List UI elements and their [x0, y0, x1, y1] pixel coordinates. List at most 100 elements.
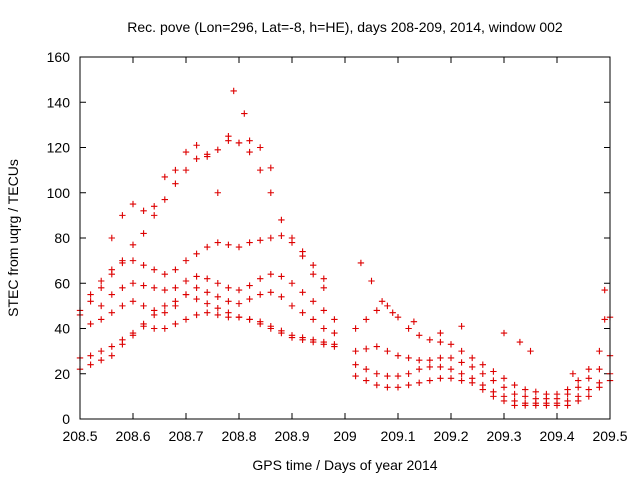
data-point [241, 110, 248, 117]
data-point [98, 284, 105, 291]
data-point [320, 307, 327, 314]
data-point [426, 363, 433, 371]
data-point [129, 332, 137, 339]
data-point [246, 148, 253, 156]
data-point [585, 366, 592, 373]
data-point [511, 381, 518, 389]
data-point [500, 375, 508, 382]
series-arc-late4 [352, 372, 614, 409]
data-point [405, 381, 412, 389]
data-point [585, 375, 592, 382]
data-point [204, 289, 211, 296]
data-point [596, 384, 603, 391]
data-point [129, 280, 137, 287]
series-arc-low [76, 309, 338, 362]
data-point [299, 289, 306, 296]
data-point [87, 361, 94, 368]
data-point [352, 325, 359, 332]
data-point [522, 386, 529, 393]
data-point [532, 402, 539, 409]
series-arc-high [76, 137, 327, 319]
data-point [172, 320, 179, 328]
data-point [373, 307, 380, 314]
data-point [225, 309, 232, 316]
data-point [437, 363, 444, 371]
data-point [225, 132, 232, 140]
data-point [458, 377, 465, 384]
data-point [257, 144, 264, 151]
data-point [363, 345, 370, 353]
data-point [479, 361, 486, 368]
data-point [140, 302, 147, 310]
data-point [182, 277, 190, 285]
data-point [140, 261, 147, 269]
data-point [500, 397, 508, 405]
data-point [469, 354, 476, 362]
data-point [98, 347, 105, 355]
data-point [288, 332, 296, 339]
data-point [447, 354, 455, 362]
data-point [416, 379, 423, 386]
data-point [585, 393, 592, 400]
data-point [151, 203, 158, 210]
data-point [246, 239, 253, 246]
data-point [182, 316, 190, 323]
data-point [204, 243, 211, 251]
data-point [129, 200, 137, 208]
data-point [257, 166, 264, 174]
series-arc-late2 [352, 343, 614, 402]
data-point [129, 241, 137, 248]
x-tick-label: 208.6 [115, 428, 150, 444]
data-point [140, 282, 147, 289]
data-point [320, 284, 327, 291]
data-point [182, 148, 190, 156]
data-point [490, 393, 497, 400]
data-point [458, 370, 465, 377]
data-point [458, 347, 465, 355]
data-point [172, 298, 179, 305]
data-point [394, 372, 402, 380]
y-tick-label: 60 [54, 275, 70, 291]
data-point [564, 402, 571, 409]
data-point [331, 329, 338, 337]
data-point [204, 153, 211, 160]
data-point [373, 381, 380, 389]
data-point [204, 309, 211, 316]
x-tick-label: 208.7 [168, 428, 203, 444]
y-tick-label: 140 [47, 94, 71, 110]
data-point [575, 397, 582, 405]
data-point [119, 302, 126, 310]
data-point [352, 372, 359, 380]
data-point [267, 323, 274, 330]
data-point [108, 343, 115, 350]
data-point [320, 341, 327, 348]
x-tick-label: 209 [333, 428, 357, 444]
data-point [193, 142, 200, 149]
data-point [108, 309, 115, 316]
plot-frame [79, 56, 611, 420]
data-point [490, 377, 497, 384]
data-point [172, 284, 179, 291]
data-point [601, 286, 608, 294]
data-point [288, 239, 296, 246]
data-point [246, 137, 253, 144]
data-point [490, 368, 497, 375]
data-point [235, 286, 243, 294]
data-point [373, 343, 380, 350]
data-point [257, 318, 264, 325]
data-point [522, 402, 529, 409]
data-point [87, 291, 94, 298]
series-arc-lowest [76, 291, 338, 373]
data-point [225, 298, 232, 305]
x-axis-label: GPS time / Days of year 2014 [252, 457, 437, 473]
data-point [119, 341, 126, 348]
data-point [511, 402, 518, 409]
data-point [405, 354, 412, 362]
data-point [394, 352, 402, 359]
data-point [384, 372, 391, 380]
data-point [140, 320, 147, 328]
data-point [182, 257, 190, 264]
data-point [437, 354, 444, 362]
data-point [299, 334, 306, 341]
data-point [140, 230, 147, 237]
